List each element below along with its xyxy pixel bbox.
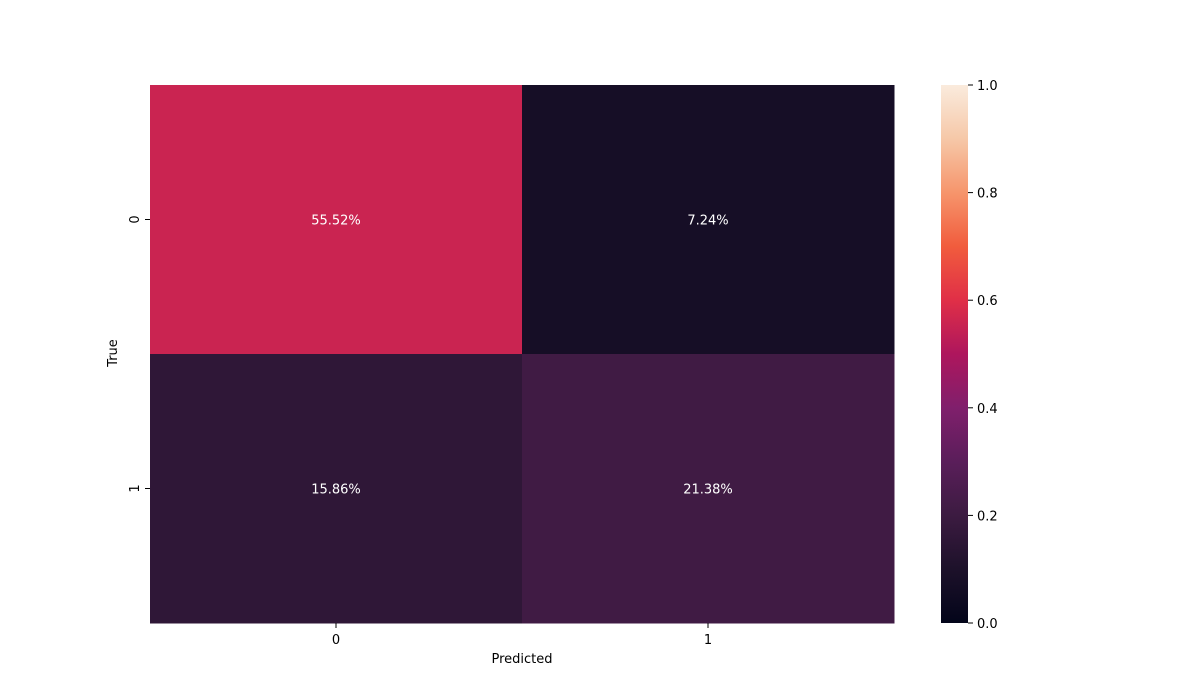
heatmap-cells (150, 85, 895, 624)
colorbar-tick-label-5: 1.0 (977, 79, 998, 94)
heatmap-cell-0-0 (150, 85, 523, 355)
y-axis-ticks: 01 (128, 215, 150, 493)
x-tick-label-1: 1 (704, 633, 712, 648)
y-tick-label-0: 0 (128, 215, 143, 223)
colorbar-tick-label-4: 0.8 (977, 187, 998, 202)
cell-annotation-0-1: 7.24% (687, 214, 728, 229)
colorbar-tick-label-3: 0.6 (977, 294, 998, 309)
heatmap-cell-0-1 (522, 85, 895, 355)
y-axis-label: True (106, 339, 121, 368)
x-tick-label-0: 0 (332, 633, 340, 648)
colorbar-tick-label-2: 0.4 (977, 402, 998, 417)
y-tick-label-1: 1 (128, 484, 143, 492)
colorbar-tick-label-1: 0.2 (977, 509, 998, 524)
colorbar: 0.0 0.2 0.4 0.6 0.8 1.0 (941, 79, 998, 632)
colorbar-tick-label-0: 0.0 (977, 617, 998, 632)
heatmap-cell-labels: 55.52% 7.24% 15.86% 21.38% (311, 214, 733, 498)
heatmap-cell-1-1 (522, 354, 895, 624)
colorbar-ticks: 0.0 0.2 0.4 0.6 0.8 1.0 (968, 79, 998, 632)
cell-annotation-1-1: 21.38% (683, 483, 733, 498)
colorbar-gradient (941, 85, 968, 623)
cell-annotation-0-0: 55.52% (311, 214, 361, 229)
heatmap-cell-1-0 (150, 354, 523, 624)
cell-annotation-1-0: 15.86% (311, 483, 361, 498)
x-axis-label: Predicted (491, 652, 552, 667)
